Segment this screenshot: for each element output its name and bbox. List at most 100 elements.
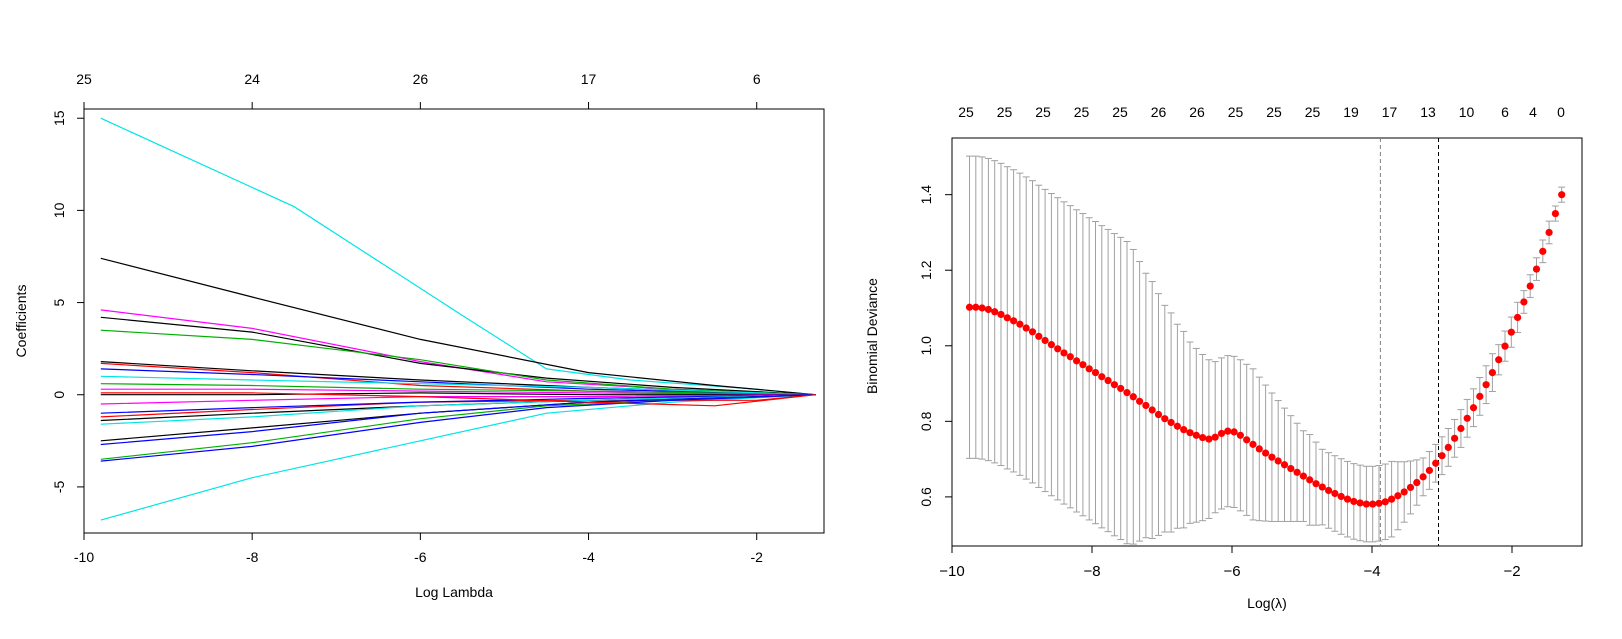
cv-point (972, 303, 980, 311)
cv-point (1280, 461, 1289, 469)
cv-top-tick-label: 13 (1420, 104, 1436, 120)
cv-point (1362, 500, 1370, 508)
cv-point (1520, 298, 1528, 306)
cv-point (1054, 345, 1062, 353)
cv-point (1507, 328, 1515, 336)
cv-point (1369, 500, 1377, 508)
cv-point (1205, 435, 1213, 443)
cv-point (978, 304, 986, 312)
cv-top-tick-label: 25 (1074, 104, 1090, 120)
coef-x-tick-label: -2 (751, 549, 764, 565)
cv-point (1545, 228, 1553, 237)
cv-point (1091, 369, 1100, 377)
cv-point (1444, 443, 1452, 451)
coef-path-6 (100, 329, 816, 396)
cv-point (1110, 381, 1118, 389)
cv-point (1129, 393, 1137, 401)
cv-point (1413, 478, 1421, 487)
cv-point (1123, 389, 1131, 397)
coef-y-tick-label: 0 (51, 391, 67, 399)
coef-top-tick-label: 6 (753, 71, 761, 87)
cv-point (1306, 476, 1314, 484)
cv-top-tick-label: 26 (1151, 104, 1167, 120)
cv-top-tick-label: 6 (1501, 104, 1509, 120)
cv-plot (945, 137, 1583, 553)
cv-point (1482, 381, 1490, 389)
cv-point (1073, 357, 1081, 365)
coef-y-tick-label: 10 (51, 202, 67, 218)
coef-path-16 (100, 394, 816, 414)
cv-point (1154, 410, 1163, 419)
cv-top-tick-label: 26 (1189, 104, 1205, 120)
cv-top-tick-label: 25 (1035, 104, 1051, 120)
cv-y-tick-label: 1.2 (918, 260, 934, 280)
cv-point (1230, 428, 1238, 436)
cv-point (1148, 406, 1156, 414)
cv-point (1343, 495, 1352, 503)
cv-point (1217, 429, 1226, 438)
cv-point (1388, 495, 1396, 503)
cv-point (1432, 459, 1440, 467)
cv-point (1167, 418, 1175, 427)
cv-point (1180, 426, 1188, 434)
cv-point (1287, 464, 1295, 473)
cv-point (1010, 317, 1018, 325)
coef-x-tick-label: -6 (414, 549, 427, 565)
cv-point (1255, 445, 1263, 453)
coef-x-tick-label: -4 (582, 549, 595, 565)
cv-point (1350, 497, 1358, 506)
cv-y-tick-label: 0.6 (918, 487, 934, 507)
coef-path-15 (100, 394, 816, 418)
cv-point (1028, 328, 1037, 336)
cv-point (1558, 191, 1566, 199)
cv-plot-frame (951, 137, 1583, 547)
cv-x-tick-label: −6 (1223, 563, 1240, 580)
cv-top-tick-label: 4 (1529, 104, 1537, 120)
coef-path-3 (100, 257, 816, 396)
cv-point (1551, 209, 1559, 218)
cv-point (1136, 397, 1144, 405)
cv-point (1463, 414, 1471, 422)
cv-point (1406, 483, 1415, 492)
cv-y-tick-label: 0.8 (918, 411, 934, 431)
cv-point (1325, 486, 1333, 495)
coef-top-tick-label: 26 (413, 71, 429, 87)
coef-x-tick-label: -10 (74, 549, 94, 565)
coef-top-tick-label: 25 (76, 71, 92, 87)
coef-path-9 (100, 368, 816, 396)
coef-x-tick-label: -8 (246, 549, 259, 565)
cv-point (991, 308, 999, 316)
coef-y-tick-label: 15 (51, 110, 67, 126)
cv-point (1060, 349, 1068, 357)
cv-top-tick-label: 10 (1459, 104, 1475, 120)
coef-path-23 (100, 392, 816, 407)
cv-point (1199, 433, 1207, 442)
cv-point (1394, 492, 1402, 500)
cv-point (1022, 324, 1030, 332)
cv-point (1356, 499, 1364, 507)
cv-point (1438, 452, 1446, 460)
coef-plot (77, 102, 825, 540)
cv-top-tick-label: 25 (997, 104, 1013, 120)
cv-point (1243, 436, 1251, 444)
coef-path-10 (100, 375, 816, 396)
coef-path-13 (100, 392, 816, 396)
cv-point (1299, 472, 1307, 480)
cv-point (1117, 384, 1125, 393)
coef-y-tick-label: 5 (51, 298, 67, 306)
cv-point (984, 305, 993, 314)
cv-point (1526, 282, 1534, 290)
cv-x-axis-title: Log(λ) (1247, 595, 1287, 611)
coef-path-22 (100, 394, 816, 462)
cv-top-tick-label: 25 (1266, 104, 1282, 120)
cv-point (1249, 440, 1257, 448)
cv-point (1312, 480, 1320, 488)
cv-point (1066, 353, 1074, 361)
cv-point (1016, 320, 1024, 328)
cv-top-tick-label: 17 (1382, 104, 1398, 120)
cv-point (1293, 468, 1301, 476)
cv-point (1192, 431, 1200, 439)
cv-point (1469, 404, 1478, 412)
cv-point (1457, 424, 1465, 433)
cv-x-tick-label: −10 (939, 563, 964, 580)
